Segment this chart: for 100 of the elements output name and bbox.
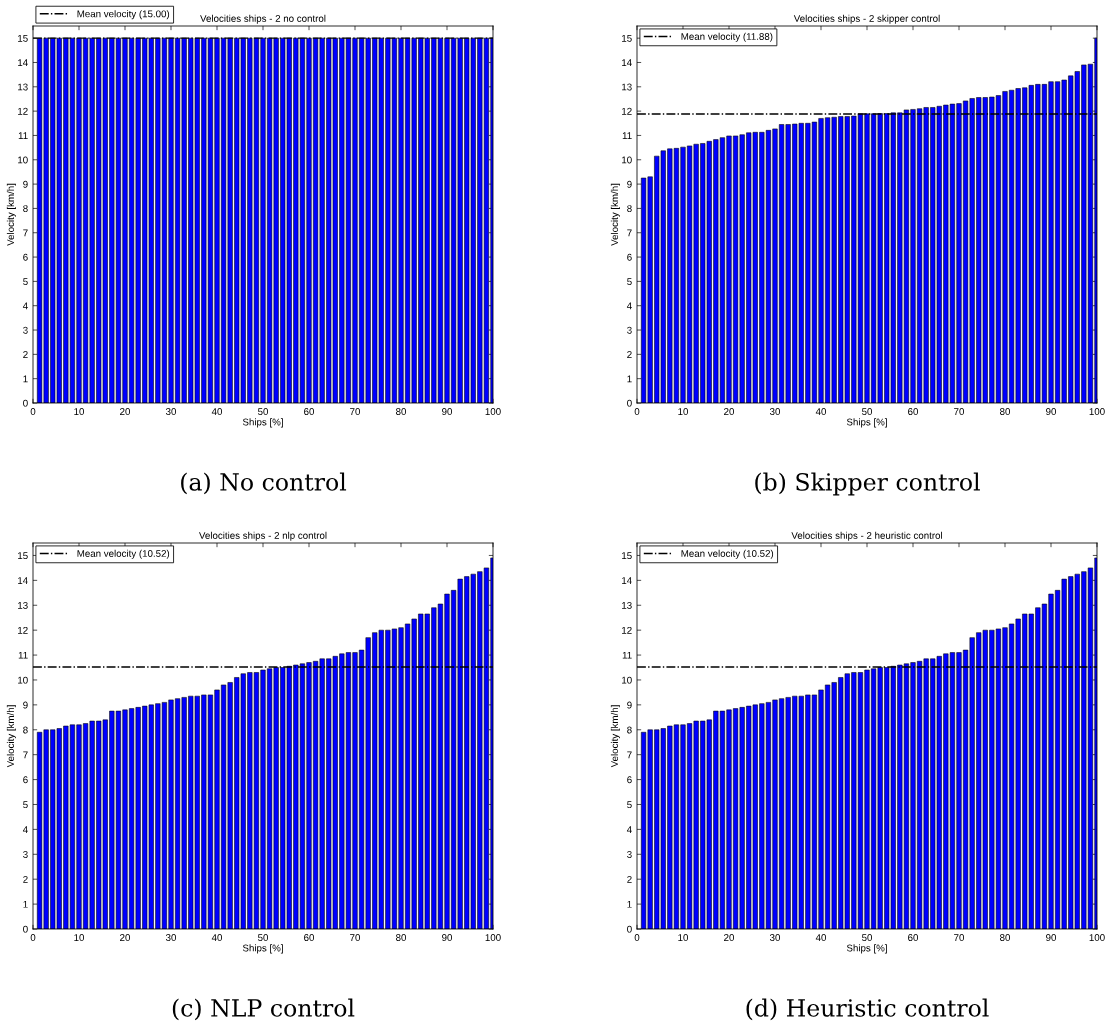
legend-label: Mean velocity (15.00) [77,10,170,20]
x-tick-label: 0 [30,408,36,415]
y-tick-label: 13 [622,601,632,609]
x-tick-label: 70 [954,934,965,941]
x-tick-label: 10 [74,408,85,415]
y-tick-label: 1 [627,900,632,908]
y-tick-label: 13 [622,83,632,91]
y-tick-label: 0 [23,399,28,407]
y-tick-label: 3 [23,326,28,334]
x-tick-label: 20 [724,934,735,941]
x-tick-label: 100 [1089,408,1105,415]
legend-label: Mean velocity (11.88) [681,32,773,42]
y-tick-label: 14 [18,577,28,584]
y-tick-label: 13 [18,601,28,609]
y-tick-label: 9 [627,180,632,188]
y-tick-label: 14 [622,577,632,584]
y-tick-label: 9 [23,180,28,188]
x-axis-title: Ships [%] [242,418,283,428]
x-tick-label: 10 [678,934,689,941]
x-tick-label: 0 [634,408,640,415]
y-tick-label: 4 [626,302,632,310]
y-tick-label: 0 [627,925,632,933]
y-tick-label: 5 [23,278,28,286]
y-axis-title: Velocity [km/h] [6,705,16,768]
x-tick-label: 50 [257,408,269,415]
x-tick-label: 70 [350,408,361,415]
chart-title: Velocities ships - 2 skipper control [793,14,940,24]
y-tick-label: 2 [23,875,28,883]
y-tick-label: 7 [23,229,28,237]
y-tick-label: 6 [627,776,632,784]
x-tick-label: 50 [861,408,873,415]
x-tick-label: 10 [678,408,689,415]
y-tick-label: 15 [18,552,28,560]
y-tick-label: 10 [18,676,28,684]
y-tick-label: 15 [18,35,28,42]
chart-title: Velocities ships - 2 nlp control [199,531,327,541]
y-tick-label: 1 [23,375,28,383]
y-tick-label: 10 [18,156,28,164]
text: (a) No control [181,472,347,495]
y-tick-label: 2 [23,351,28,358]
y-tick-label: 4 [626,826,632,833]
y-tick-label: 11 [18,132,28,139]
y-tick-label: 11 [622,651,632,659]
y-tick-label: 6 [23,253,28,261]
chart-title: Velocities ships - 2 heuristic control [791,531,943,541]
x-tick-label: 40 [815,934,827,941]
y-tick-label: 12 [622,626,632,634]
x-tick-label: 60 [304,408,315,415]
y-tick-label: 1 [23,900,28,908]
y-tick-label: 12 [18,107,28,115]
y-tick-label: 7 [627,751,632,759]
y-axis-title: Velocity [km/h] [6,183,16,246]
y-tick-label: 4 [22,302,28,310]
y-tick-label: 12 [622,107,632,115]
x-tick-label: 40 [815,408,827,415]
x-tick-label: 10 [74,934,85,941]
y-tick-label: 13 [18,83,28,91]
y-tick-label: 4 [22,826,28,833]
x-tick-label: 30 [769,934,781,941]
chart-title: Velocities ships - 2 no control [200,14,326,24]
y-tick-label: 8 [627,205,632,213]
y-tick-label: 2 [627,875,632,883]
x-tick-label: 0 [634,934,640,941]
x-tick-label: 80 [396,408,407,415]
y-tick-label: 0 [627,399,632,407]
x-tick-label: 30 [165,408,177,415]
y-tick-label: 5 [627,278,632,286]
y-tick-label: 9 [23,701,28,709]
x-tick-label: 40 [211,408,223,415]
y-axis-title: Velocity [km/h] [610,705,620,768]
y-tick-label: 3 [627,326,632,334]
y-tick-label: 3 [23,851,28,858]
x-tick-label: 80 [396,934,407,941]
x-tick-label: 30 [165,934,177,941]
y-tick-label: 5 [23,801,28,809]
y-tick-label: 2 [627,351,632,358]
y-tick-label: 9 [627,701,632,709]
x-tick-label: 90 [1046,408,1057,415]
legend-label: Mean velocity (10.52) [77,549,170,559]
y-tick-label: 3 [627,851,632,858]
x-axis-title: Ships [%] [846,944,887,954]
y-tick-label: 7 [23,751,28,759]
y-tick-label: 14 [622,59,632,67]
x-tick-label: 80 [1000,408,1011,415]
y-tick-label: 6 [627,253,632,261]
x-tick-label: 20 [120,408,131,415]
y-tick-label: 8 [23,726,28,734]
x-tick-label: 50 [861,934,873,941]
x-tick-label: 50 [257,934,269,941]
x-tick-label: 90 [442,408,453,415]
y-tick-label: 15 [622,552,632,560]
x-tick-label: 60 [908,934,919,941]
x-tick-label: 30 [769,408,781,415]
y-tick-label: 12 [18,626,28,634]
x-tick-label: 100 [485,934,501,941]
text: (d) Heuristic control [746,998,989,1021]
x-tick-label: 70 [954,408,965,415]
x-tick-label: 40 [211,934,223,941]
y-axis-title: Velocity [km/h] [610,183,620,246]
y-tick-label: 1 [627,375,632,383]
